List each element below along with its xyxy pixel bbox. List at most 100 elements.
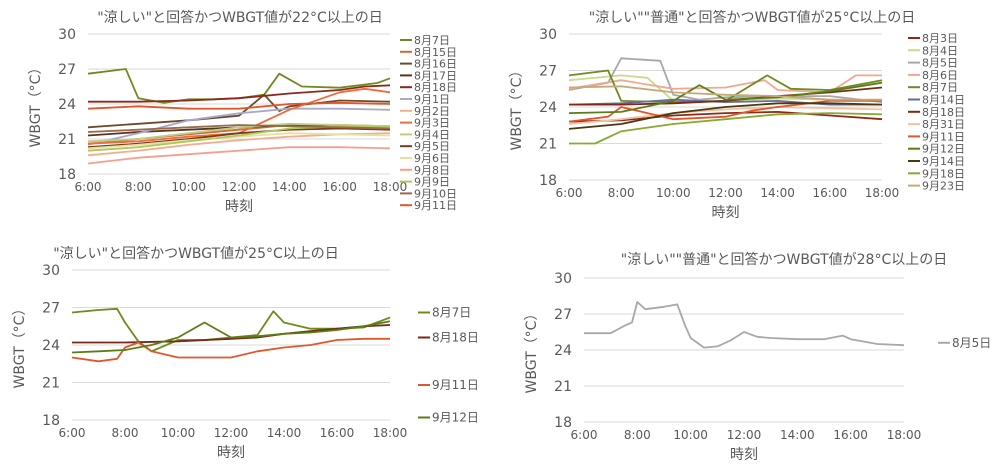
series-line bbox=[71, 337, 390, 363]
legend-label: 9月9日 bbox=[414, 176, 450, 189]
y-tick-label: 21 bbox=[554, 379, 572, 395]
y-tick-label: 18 bbox=[554, 415, 572, 431]
chart-panel-bottom-right: 18 21 24 27 30 6:00 8:00 10:00 12:00 14:00 16:00 18… bbox=[496, 234, 993, 468]
x-tick-label: 12:00 bbox=[727, 428, 762, 442]
y-tick-label: 24 bbox=[539, 100, 557, 116]
legend-label: 9月23日 bbox=[922, 180, 965, 193]
series-line bbox=[87, 124, 391, 133]
y-tick-label: 24 bbox=[42, 338, 60, 354]
chart-title: "涼しい""普通"と回答かつWBGT値が28°C以上の日 bbox=[621, 251, 947, 268]
legend-label: 9月11日 bbox=[414, 199, 457, 212]
legend-label: 9月11日 bbox=[432, 378, 479, 392]
x-axis-label: 時刻 bbox=[225, 199, 253, 215]
chart-1: 18 21 24 27 30 6:00 8:00 10:00 12:00 14:00 16:00 18… bbox=[509, 9, 965, 221]
chart-3: 18 21 24 27 30 6:00 8:00 10:00 12:00 14:00 16:00 18… bbox=[524, 251, 991, 463]
series-line bbox=[568, 81, 883, 114]
y-axis-label: WBGT（°C） bbox=[28, 61, 44, 148]
chart-panel-top-left: 18 21 24 27 30 6:00 8:00 10:00 12:00 14:00 16:00 18… bbox=[0, 0, 496, 234]
x-tick-label: 14:00 bbox=[780, 428, 815, 442]
legend-label: 8月5日 bbox=[952, 336, 991, 350]
x-axis-label: 時刻 bbox=[730, 447, 758, 463]
legend-label: 8月4日 bbox=[922, 44, 958, 57]
series-line bbox=[87, 132, 391, 150]
x-tick-label: 6:00 bbox=[59, 426, 86, 440]
legend-label: 8月6日 bbox=[922, 69, 958, 82]
x-axis-label: 時刻 bbox=[217, 445, 245, 461]
x-tick-label: 12:00 bbox=[222, 180, 257, 194]
x-tick-label: 14:00 bbox=[272, 180, 307, 194]
x-tick-label: 14:00 bbox=[267, 426, 302, 440]
chart-panel-bottom-left: 18 21 24 27 30 6:00 8:00 10:00 12:00 14:00 16:00 18… bbox=[0, 234, 496, 468]
series-line bbox=[87, 127, 391, 149]
legend-label: 9月14日 bbox=[922, 155, 965, 168]
y-tick-label: 27 bbox=[554, 307, 572, 323]
series-line bbox=[568, 85, 882, 101]
legend-label: 8月7日 bbox=[922, 81, 958, 94]
legend-label: 8月7日 bbox=[432, 306, 471, 320]
series-line bbox=[87, 146, 391, 165]
legend-label: 9月18日 bbox=[922, 167, 965, 180]
x-tick-label: 16:00 bbox=[320, 426, 355, 440]
legend-label: 8月18日 bbox=[922, 106, 965, 119]
legend-label: 9月8日 bbox=[414, 164, 450, 177]
x-tick-label: 12:00 bbox=[708, 186, 743, 200]
x-tick-label: 6:00 bbox=[571, 428, 598, 442]
series-line bbox=[568, 102, 883, 130]
chart-panel-top-right: 18 21 24 27 30 6:00 8:00 10:00 12:00 14:00 16:00 18… bbox=[496, 0, 993, 234]
legend-label: 9月3日 bbox=[414, 117, 450, 130]
series-line bbox=[568, 98, 882, 106]
series-line bbox=[71, 320, 391, 354]
series-line bbox=[87, 93, 391, 129]
x-tick-label: 6:00 bbox=[75, 180, 102, 194]
legend-label: 9月2日 bbox=[414, 105, 450, 118]
series-line bbox=[87, 87, 391, 145]
x-tick-label: 18:00 bbox=[887, 428, 922, 442]
x-tick-label: 12:00 bbox=[214, 426, 249, 440]
legend-label: 9月12日 bbox=[432, 411, 479, 425]
series-line bbox=[568, 106, 883, 125]
chart-title: "涼しい"と回答かつWBGT値が25°C以上の日 bbox=[53, 245, 339, 262]
legend-label: 8月18日 bbox=[432, 331, 479, 345]
chart-0: 18 21 24 27 30 6:00 8:00 10:00 12:00 14:00 16:00 18… bbox=[28, 9, 457, 215]
x-tick-label: 16:00 bbox=[322, 180, 357, 194]
legend-label: 8月18日 bbox=[414, 81, 457, 94]
legend-label: 9月11日 bbox=[922, 130, 965, 143]
x-tick-label: 16:00 bbox=[813, 186, 848, 200]
y-tick-label: 18 bbox=[58, 167, 76, 183]
y-tick-label: 27 bbox=[58, 62, 76, 78]
legend-label: 9月12日 bbox=[922, 143, 965, 156]
x-tick-label: 10:00 bbox=[161, 426, 196, 440]
chart-2: 18 21 24 27 30 6:00 8:00 10:00 12:00 14:00 16:00 18… bbox=[12, 245, 479, 461]
x-tick-label: 18:00 bbox=[373, 426, 408, 440]
y-tick-label: 30 bbox=[42, 263, 60, 279]
legend-label: 9月1日 bbox=[414, 93, 450, 106]
legend-label: 9月4日 bbox=[414, 128, 450, 141]
legend-label: 8月7日 bbox=[414, 34, 450, 47]
y-axis-label: WBGT（°C） bbox=[524, 307, 540, 394]
y-axis-label: WBGT（°C） bbox=[509, 64, 525, 151]
y-tick-label: 18 bbox=[539, 173, 557, 189]
series-line bbox=[88, 84, 391, 103]
series-line bbox=[568, 57, 883, 103]
y-tick-label: 24 bbox=[58, 97, 76, 113]
legend-label: 8月3日 bbox=[922, 32, 958, 45]
series-line bbox=[87, 122, 391, 143]
series-line bbox=[87, 101, 391, 110]
legend-label: 9月10日 bbox=[414, 187, 457, 200]
x-tick-label: 18:00 bbox=[373, 180, 408, 194]
x-axis-label: 時刻 bbox=[712, 205, 740, 221]
y-tick-label: 24 bbox=[554, 343, 572, 359]
y-tick-label: 27 bbox=[539, 64, 557, 80]
legend-label: 9月5日 bbox=[414, 140, 450, 153]
legend-label: 8月31日 bbox=[922, 118, 965, 131]
x-tick-label: 10:00 bbox=[171, 180, 206, 194]
legend-label: 8月5日 bbox=[922, 57, 958, 70]
x-tick-label: 14:00 bbox=[760, 186, 795, 200]
y-tick-label: 27 bbox=[42, 301, 60, 317]
y-tick-label: 30 bbox=[58, 27, 76, 43]
y-tick-label: 18 bbox=[42, 413, 60, 429]
x-tick-label: 8:00 bbox=[608, 186, 635, 200]
legend-label: 8月17日 bbox=[414, 69, 457, 82]
series-line bbox=[87, 107, 391, 146]
y-tick-label: 21 bbox=[42, 376, 60, 392]
